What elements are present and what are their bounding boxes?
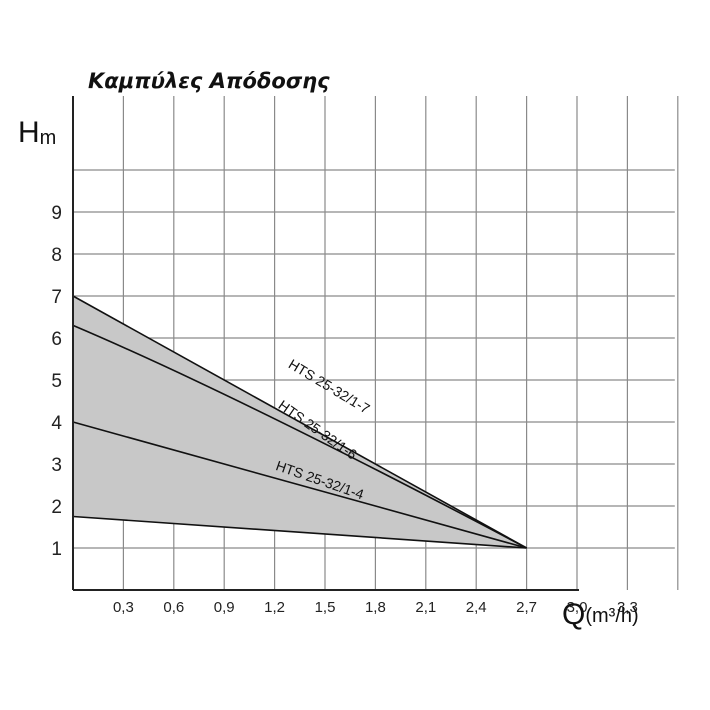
x-tick-label: 3,3 <box>617 599 638 616</box>
y-tick-label: 1 <box>51 539 62 560</box>
curve-2 <box>72 324 527 549</box>
tick-labels: 0,3 0,6 0,9 1,2 1,5 1,8 2,1 2,4 2,7 3,0 3,3 1 2 3 4 5 6 7… <box>51 203 637 616</box>
x-tick-label: 2,7 <box>516 599 537 616</box>
curve-4 <box>72 515 527 549</box>
x-tick-label: 2,4 <box>466 599 487 616</box>
x-axis-label-unit: (m³/h) <box>585 605 638 627</box>
x-tick-label: 0,6 <box>163 599 184 616</box>
curve-3 <box>72 421 527 549</box>
y-tick-label: 3 <box>51 455 62 476</box>
y-axis-label-main: H <box>18 116 40 149</box>
x-tick-label: 0,3 <box>113 599 134 616</box>
y-tick-label: 4 <box>51 413 62 434</box>
curve-1 <box>72 295 527 549</box>
x-axis-label: Q(m³/h) <box>562 598 639 631</box>
x-tick-label: 3,0 <box>567 599 588 616</box>
y-axis-label: Hm <box>18 116 56 149</box>
x-tick-label: 0,9 <box>214 599 235 616</box>
y-tick-label: 8 <box>51 245 62 266</box>
x-tick-label: 2,1 <box>415 599 436 616</box>
chart-title: Καμπύλες Απόδοσης <box>88 69 330 93</box>
y-tick-label: 6 <box>51 329 62 350</box>
x-axis-label-main: Q <box>562 598 585 631</box>
y-tick-label: 9 <box>51 203 62 224</box>
y-tick-label: 7 <box>51 287 62 308</box>
x-tick-label: 1,2 <box>264 599 285 616</box>
x-tick-label: 1,8 <box>365 599 386 616</box>
y-tick-label: 5 <box>51 371 62 392</box>
x-tick-label: 1,5 <box>315 599 336 616</box>
y-axis-label-unit: m <box>40 127 57 149</box>
y-tick-label: 2 <box>51 497 62 518</box>
